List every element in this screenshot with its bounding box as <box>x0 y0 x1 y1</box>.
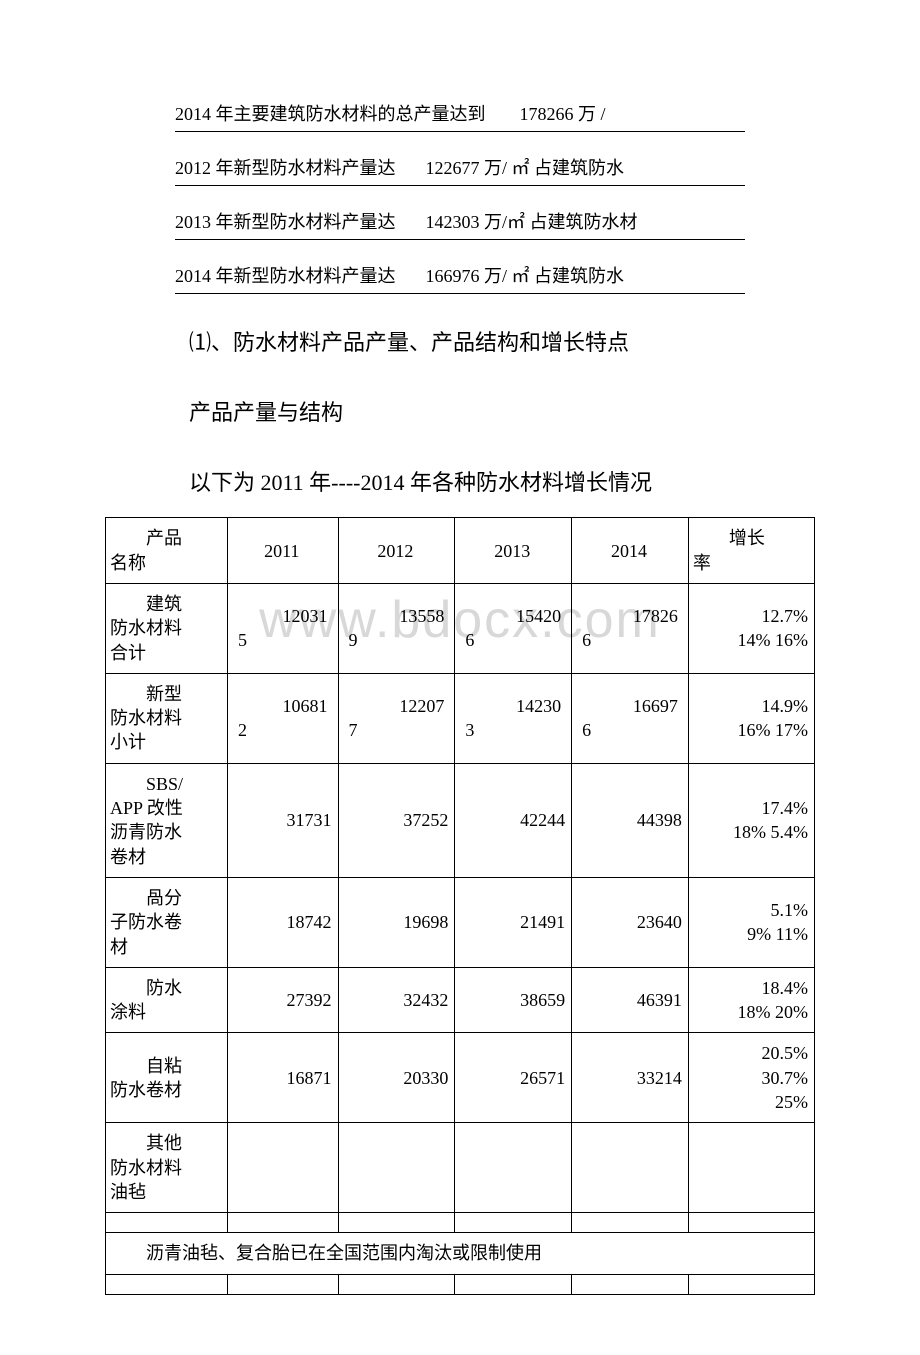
cell-2012: 135589 <box>338 583 455 673</box>
empty-cell <box>338 1274 455 1294</box>
cell-rate: 17.4%18% 5.4% <box>688 763 814 877</box>
cell-rate: 20.5%30.7%25% <box>688 1033 814 1123</box>
cell-2011: 106812 <box>227 673 338 763</box>
line-post: 122677 万/ ㎡ 占建筑防水 <box>426 158 625 178</box>
empty-cell <box>227 1213 338 1233</box>
line-pre: 2013 年新型防水材料产量达 <box>175 212 396 232</box>
table-empty-row <box>106 1274 815 1294</box>
cell-2014: 44398 <box>572 763 689 877</box>
cell-2013: 42244 <box>455 763 572 877</box>
cell-2012: 37252 <box>338 763 455 877</box>
document-content: 2014 年主要建筑防水材料的总产量达到 178266 万 / 2012 年新型防… <box>0 100 920 1295</box>
cell-2011: 16871 <box>227 1033 338 1123</box>
data-table: 产品名称 2011 2012 2013 2014 增长率 建筑防水材料合计 12… <box>105 517 815 1294</box>
section-heading-2: 产品产量与结构 <box>145 392 745 434</box>
empty-cell <box>338 1213 455 1233</box>
cell-2012: 20330 <box>338 1033 455 1123</box>
cell-2011: 31731 <box>227 763 338 877</box>
cell-2012 <box>338 1123 455 1213</box>
cell-2012: 122077 <box>338 673 455 763</box>
cell-2014: 23640 <box>572 877 689 967</box>
cell-2013: 154206 <box>455 583 572 673</box>
table-row: 其他防水材料油毡 <box>106 1123 815 1213</box>
cell-2014: 178266 <box>572 583 689 673</box>
empty-cell <box>227 1274 338 1294</box>
cell-2014 <box>572 1123 689 1213</box>
row-name: 其他防水材料油毡 <box>106 1123 228 1213</box>
cell-2011: 120315 <box>227 583 338 673</box>
header-2011: 2011 <box>227 518 338 584</box>
cell-rate: 12.7%14% 16% <box>688 583 814 673</box>
empty-cell <box>106 1213 228 1233</box>
table-row: 建筑防水材料合计 120315 135589 154206 178266 12.… <box>106 583 815 673</box>
cell-2013 <box>455 1123 572 1213</box>
row-name: 自粘防水卷材 <box>106 1033 228 1123</box>
cell-2014: 46391 <box>572 967 689 1033</box>
header-2012: 2012 <box>338 518 455 584</box>
empty-cell <box>455 1213 572 1233</box>
cell-2012: 19698 <box>338 877 455 967</box>
section-heading-3: 以下为 2011 年----2014 年各种防水材料增长情况 <box>145 462 745 504</box>
empty-cell <box>106 1274 228 1294</box>
cell-2014: 166976 <box>572 673 689 763</box>
table-merged-row: 沥青油毡、复合胎已在全国范围内淘汰或限制使用 <box>106 1233 815 1274</box>
merged-cell: 沥青油毡、复合胎已在全国范围内淘汰或限制使用 <box>106 1233 815 1274</box>
stat-line-2: 2012 年新型防水材料产量达 122677 万/ ㎡ 占建筑防水 <box>175 154 745 186</box>
cell-rate: 5.1%9% 11% <box>688 877 814 967</box>
table-header-row: 产品名称 2011 2012 2013 2014 增长率 <box>106 518 815 584</box>
row-name: 建筑防水材料合计 <box>106 583 228 673</box>
empty-cell <box>572 1274 689 1294</box>
table-row: 防水涂料 27392 32432 38659 46391 18.4%18% 20… <box>106 967 815 1033</box>
cell-rate: 14.9%16% 17% <box>688 673 814 763</box>
empty-cell <box>572 1213 689 1233</box>
header-2013: 2013 <box>455 518 572 584</box>
line-post: 178266 万 / <box>520 104 606 124</box>
row-name: SBS/APP 改性沥青防水卷材 <box>106 763 228 877</box>
stat-line-4: 2014 年新型防水材料产量达 166976 万/ ㎡ 占建筑防水 <box>175 262 745 294</box>
cell-2013: 38659 <box>455 967 572 1033</box>
header-name: 产品名称 <box>106 518 228 584</box>
table-row: SBS/APP 改性沥青防水卷材 31731 37252 42244 44398… <box>106 763 815 877</box>
row-name: 咼分子防水卷材 <box>106 877 228 967</box>
header-2014: 2014 <box>572 518 689 584</box>
line-post: 142303 万/㎡ 占建筑防水材 <box>426 212 638 232</box>
line-pre: 2014 年主要建筑防水材料的总产量达到 <box>175 104 486 124</box>
cell-2014: 33214 <box>572 1033 689 1123</box>
row-name: 新型防水材料小计 <box>106 673 228 763</box>
stat-line-3: 2013 年新型防水材料产量达 142303 万/㎡ 占建筑防水材 <box>175 208 745 240</box>
row-name: 防水涂料 <box>106 967 228 1033</box>
empty-cell <box>455 1274 572 1294</box>
table-row: 咼分子防水卷材 18742 19698 21491 23640 5.1%9% 1… <box>106 877 815 967</box>
cell-2013: 26571 <box>455 1033 572 1123</box>
header-rate: 增长率 <box>688 518 814 584</box>
cell-2011: 18742 <box>227 877 338 967</box>
cell-2011 <box>227 1123 338 1213</box>
stat-line-1: 2014 年主要建筑防水材料的总产量达到 178266 万 / <box>175 100 745 132</box>
cell-rate <box>688 1123 814 1213</box>
line-post: 166976 万/ ㎡ 占建筑防水 <box>426 266 625 286</box>
section-heading-1: ⑴、防水材料产品产量、产品结构和增长特点 <box>145 322 745 364</box>
line-pre: 2012 年新型防水材料产量达 <box>175 158 396 178</box>
cell-2011: 27392 <box>227 967 338 1033</box>
table-empty-row <box>106 1213 815 1233</box>
cell-2012: 32432 <box>338 967 455 1033</box>
table-row: 新型防水材料小计 106812 122077 142303 166976 14.… <box>106 673 815 763</box>
cell-2013: 142303 <box>455 673 572 763</box>
empty-cell <box>688 1274 814 1294</box>
cell-rate: 18.4%18% 20% <box>688 967 814 1033</box>
cell-2013: 21491 <box>455 877 572 967</box>
line-pre: 2014 年新型防水材料产量达 <box>175 266 396 286</box>
empty-cell <box>688 1213 814 1233</box>
table-row: 自粘防水卷材 16871 20330 26571 33214 20.5%30.7… <box>106 1033 815 1123</box>
